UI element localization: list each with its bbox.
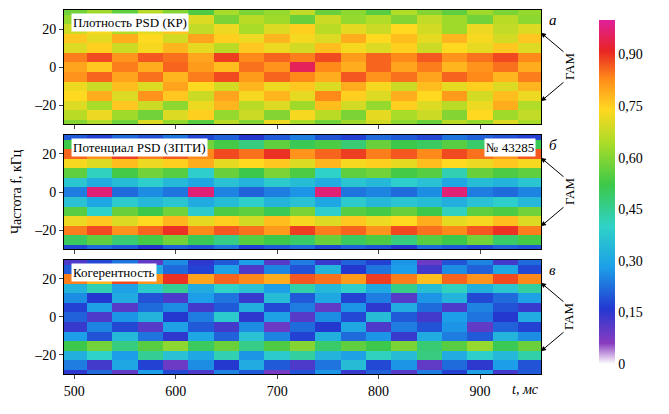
svg-text:№ 43285: № 43285 — [486, 140, 534, 155]
svg-text:а: а — [549, 12, 557, 28]
svg-text:20: 20 — [42, 147, 56, 162]
svg-text:600: 600 — [165, 384, 186, 399]
svg-text:500: 500 — [64, 384, 85, 399]
svg-text:Когерентность: Когерентность — [73, 265, 155, 280]
svg-text:ГАМ: ГАМ — [562, 53, 577, 80]
svg-text:ГАМ: ГАМ — [561, 302, 576, 329]
svg-text:20: 20 — [42, 22, 56, 37]
svg-text:Частота f, кГц: Частота f, кГц — [9, 149, 24, 234]
svg-text:20: 20 — [42, 272, 56, 287]
svg-text:0: 0 — [49, 185, 56, 200]
svg-text:0: 0 — [49, 310, 56, 325]
svg-text:0,75: 0,75 — [618, 99, 643, 114]
svg-text:0,15: 0,15 — [618, 305, 643, 320]
svg-text:б: б — [549, 137, 557, 153]
svg-text:–20: –20 — [34, 348, 56, 363]
svg-text:0,30: 0,30 — [618, 254, 643, 269]
svg-text:800: 800 — [368, 384, 389, 399]
svg-text:700: 700 — [267, 384, 288, 399]
svg-text:–20: –20 — [34, 98, 56, 113]
svg-text:t, мс: t, мс — [512, 382, 539, 397]
svg-text:0: 0 — [618, 357, 625, 372]
svg-text:0,45: 0,45 — [618, 202, 643, 217]
svg-text:–20: –20 — [34, 223, 56, 238]
svg-text:Потенциал PSD (ЗПТИ): Потенциал PSD (ЗПТИ) — [73, 140, 206, 155]
svg-text:Плотность PSD (КР): Плотность PSD (КР) — [73, 15, 187, 30]
svg-text:900: 900 — [470, 384, 491, 399]
svg-text:0,90: 0,90 — [618, 47, 643, 62]
svg-text:ГАМ: ГАМ — [562, 178, 577, 205]
svg-text:0: 0 — [49, 60, 56, 75]
svg-text:0,60: 0,60 — [618, 151, 643, 166]
svg-text:в: в — [549, 262, 556, 278]
